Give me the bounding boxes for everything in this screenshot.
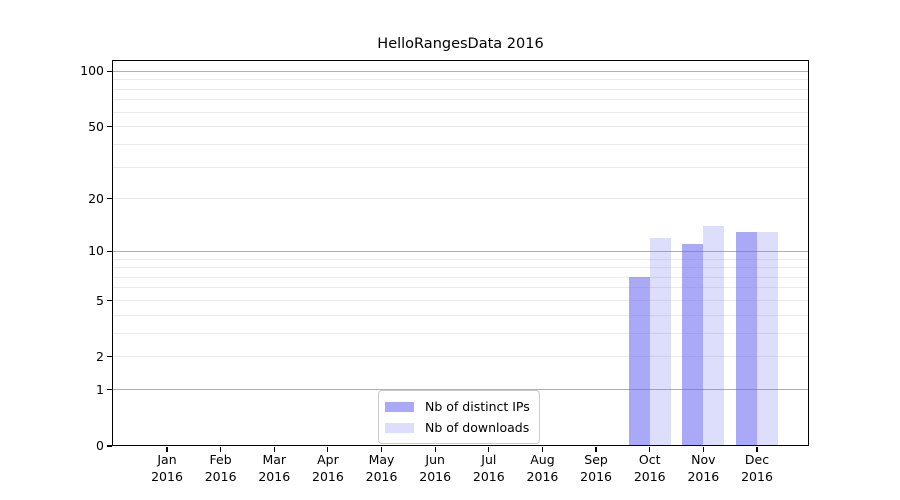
- chart-title: HelloRangesData 2016: [377, 36, 544, 52]
- gridline-minor: [112, 166, 809, 168]
- x-tick-label: Nov 2016: [687, 452, 720, 484]
- x-tick-label: Feb 2016: [204, 452, 237, 484]
- x-tick-label: May 2016: [365, 452, 398, 484]
- y-tick-mark: [107, 70, 112, 72]
- y-tick-label: 2: [96, 348, 104, 364]
- x-tick-label: Jan 2016: [151, 452, 183, 484]
- y-tick-label: 100: [80, 63, 104, 79]
- x-tick-mark: [220, 447, 222, 452]
- x-tick-label: Mar 2016: [258, 452, 291, 484]
- y-tick-label: 5: [96, 292, 104, 308]
- x-tick-mark: [166, 447, 168, 452]
- x-tick-label: Jul 2016: [472, 452, 505, 484]
- x-tick-label: Apr 2016: [312, 452, 344, 484]
- legend-label: Nb of downloads: [425, 420, 530, 435]
- gridline-minor: [112, 143, 809, 145]
- y-tick-label: 20: [88, 190, 104, 206]
- legend-swatch: [385, 401, 414, 412]
- y-tick-mark: [107, 126, 112, 128]
- x-tick-label: Sep 2016: [580, 452, 612, 484]
- y-tick-mark: [107, 198, 112, 200]
- bar: [682, 244, 704, 446]
- gridline-minor: [112, 79, 809, 81]
- gridline-minor: [112, 198, 809, 200]
- x-tick-label: Oct 2016: [633, 452, 666, 484]
- legend-item: Nb of downloads: [385, 417, 530, 438]
- x-tick-label: Aug 2016: [526, 452, 559, 484]
- legend-swatch: [385, 422, 414, 433]
- y-tick-label: 1: [96, 381, 104, 397]
- bar: [628, 277, 650, 446]
- x-tick-mark: [327, 447, 329, 452]
- gridline-minor: [112, 111, 809, 113]
- bar: [649, 237, 671, 446]
- y-tick-label: 50: [88, 118, 104, 134]
- legend-label: Nb of distinct IPs: [425, 399, 530, 414]
- y-tick-mark: [107, 445, 112, 447]
- y-tick-mark: [107, 389, 112, 391]
- legend-item: Nb of distinct IPs: [385, 396, 530, 417]
- y-tick-label: 0: [96, 438, 104, 453]
- bar: [736, 231, 757, 446]
- y-tick-mark: [107, 250, 112, 252]
- y-tick-mark: [107, 356, 112, 358]
- x-tick-mark: [702, 447, 704, 452]
- x-tick-mark: [756, 447, 758, 452]
- bar: [703, 226, 725, 446]
- legend: Nb of distinct IPs Nb of downloads: [378, 390, 540, 444]
- y-tick-label: 10: [88, 243, 104, 259]
- x-tick-mark: [541, 447, 544, 452]
- x-tick-mark: [273, 447, 275, 452]
- gridline-minor: [112, 99, 809, 101]
- x-tick-mark: [380, 447, 383, 452]
- gridline-minor: [112, 126, 809, 128]
- y-tick-mark: [107, 299, 112, 302]
- x-tick-label: Jun 2016: [419, 452, 452, 484]
- gridline-minor: [112, 88, 809, 90]
- x-tick-mark: [595, 447, 597, 452]
- bar: [757, 231, 778, 446]
- gridline-major: [112, 70, 809, 72]
- x-tick-mark: [488, 447, 490, 452]
- x-tick-mark: [649, 447, 651, 452]
- x-tick-mark: [434, 447, 436, 452]
- x-tick-label: Dec 2016: [741, 452, 773, 484]
